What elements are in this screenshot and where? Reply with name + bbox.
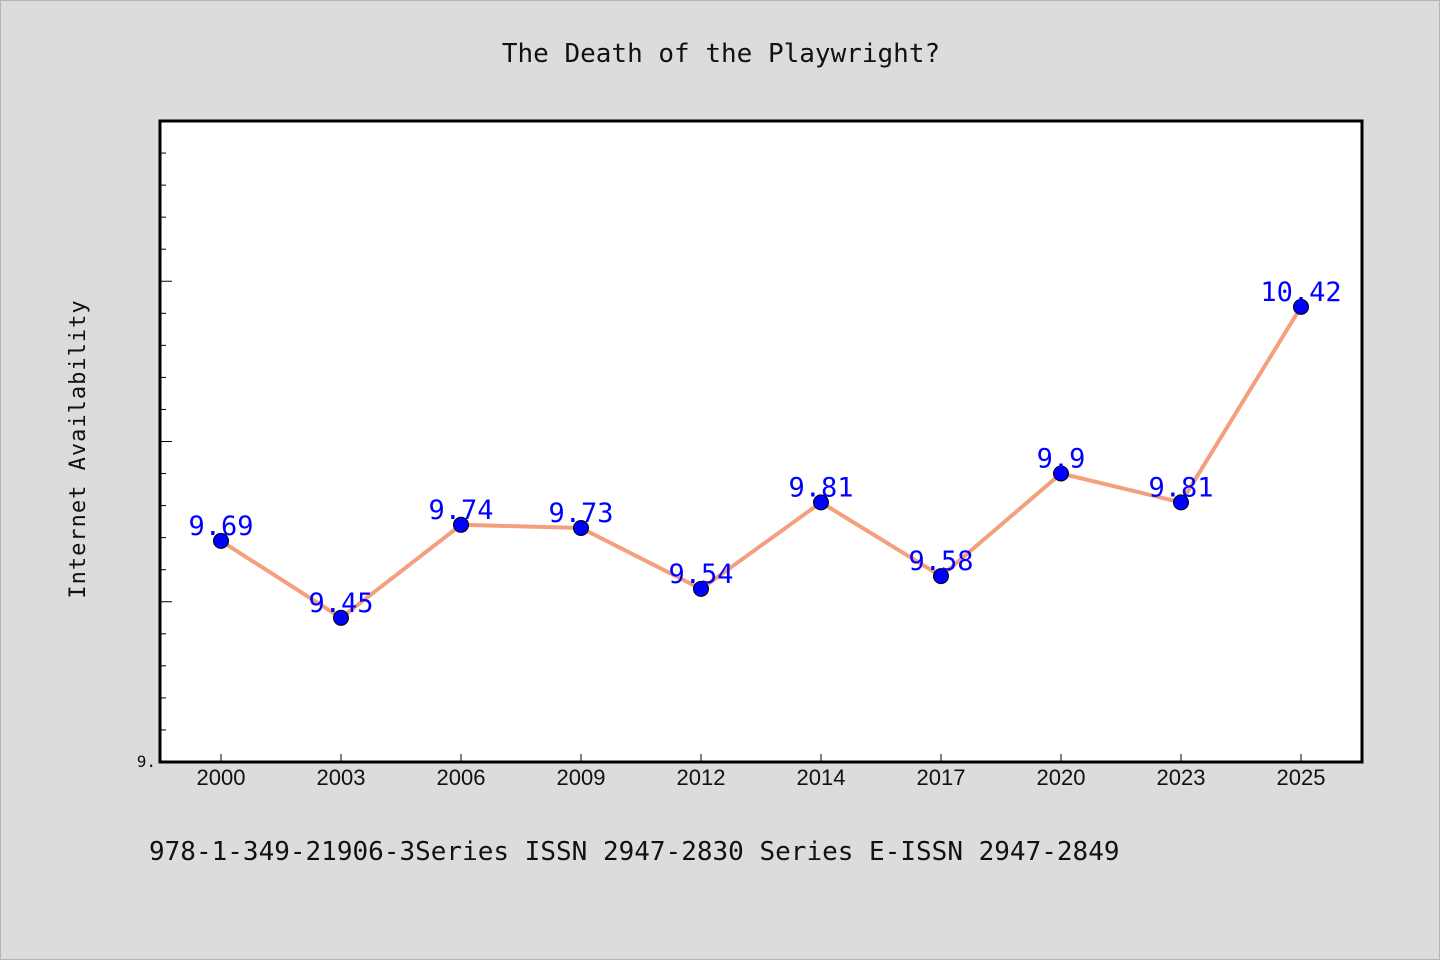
- data-point: [693, 580, 709, 597]
- data-point: [213, 532, 229, 549]
- x-tick-label: 2020: [1037, 765, 1086, 790]
- x-tick-label: 2006: [437, 765, 486, 790]
- data-labels: 9.69 9.45 9.74 9.73 9.54 9.81 9.58 9.9 9.81 10.42: [188, 277, 1341, 619]
- data-point: [813, 494, 829, 511]
- data-label: 9.73: [548, 498, 613, 529]
- x-tick-label: 2012: [677, 765, 726, 790]
- data-label: 9.81: [788, 472, 853, 503]
- x-axis-ticks: 2000 2003 2006 2009 2012 2014 2017 2020 2023 2025: [197, 754, 1326, 790]
- data-label: 9.54: [668, 559, 733, 590]
- x-tick-label: 2025: [1277, 765, 1326, 790]
- x-tick-label: 2014: [797, 765, 846, 790]
- data-label: 9.58: [908, 546, 973, 577]
- data-point: [333, 609, 349, 626]
- data-label: 9.69: [188, 511, 253, 542]
- data-point: [1053, 465, 1069, 482]
- chart-title: The Death of the Playwright?: [502, 39, 940, 69]
- data-point: [1293, 298, 1309, 315]
- data-label: 9.45: [308, 588, 373, 619]
- data-point: [1173, 494, 1189, 511]
- x-tick-label: 2017: [917, 765, 966, 790]
- data-point: [453, 516, 469, 533]
- x-tick-label: 2009: [557, 765, 606, 790]
- data-label: 9.9: [1037, 444, 1086, 475]
- data-point: [573, 520, 589, 536]
- y-tick-label: 9.: [137, 752, 156, 771]
- data-point: [933, 568, 949, 585]
- series: [213, 298, 1309, 626]
- y-axis-label: Internet Availability: [66, 299, 91, 598]
- x-tick-label: 2003: [317, 765, 366, 790]
- data-label: 9.74: [428, 495, 493, 526]
- plot-area: [160, 121, 1362, 762]
- data-label: 10.42: [1260, 277, 1341, 308]
- x-tick-label: 2023: [1157, 765, 1206, 790]
- series-line: [219, 304, 1303, 620]
- footer-identifiers: 978-1-349-21906-3Series ISSN 2947-2830 S…: [149, 837, 1120, 867]
- data-label: 9.81: [1148, 472, 1213, 503]
- x-tick-label: 2000: [197, 765, 246, 790]
- plot-frame: [158, 119, 1364, 764]
